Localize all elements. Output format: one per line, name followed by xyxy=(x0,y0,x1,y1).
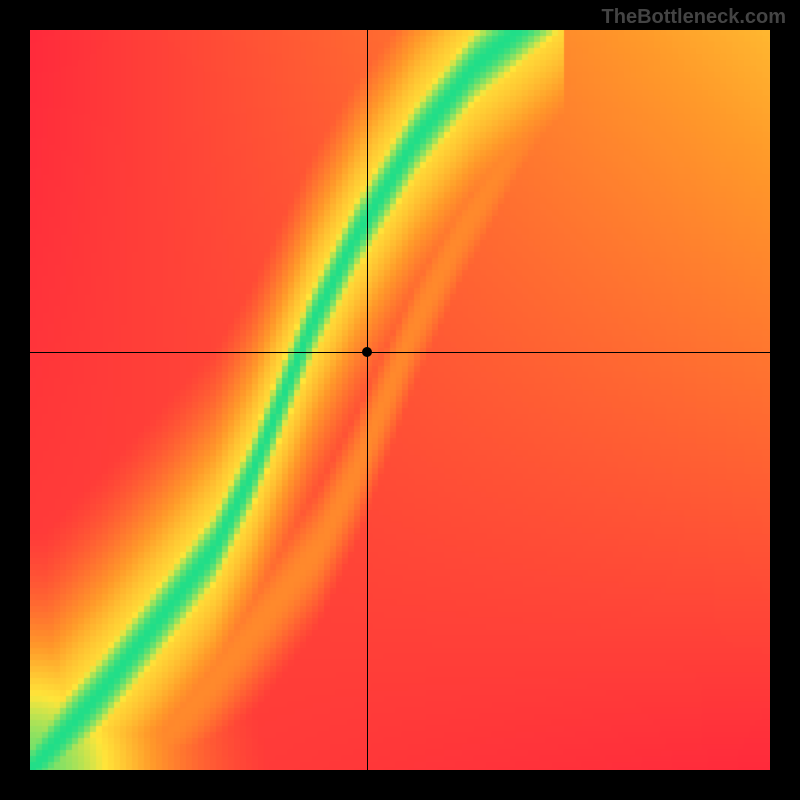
crosshair-vertical-line xyxy=(367,30,368,770)
crosshair-horizontal-line xyxy=(30,352,770,353)
crosshair-marker-dot xyxy=(362,347,372,357)
bottleneck-heatmap xyxy=(30,30,770,770)
watermark-text: TheBottleneck.com xyxy=(602,6,786,29)
heatmap-container xyxy=(30,30,770,770)
